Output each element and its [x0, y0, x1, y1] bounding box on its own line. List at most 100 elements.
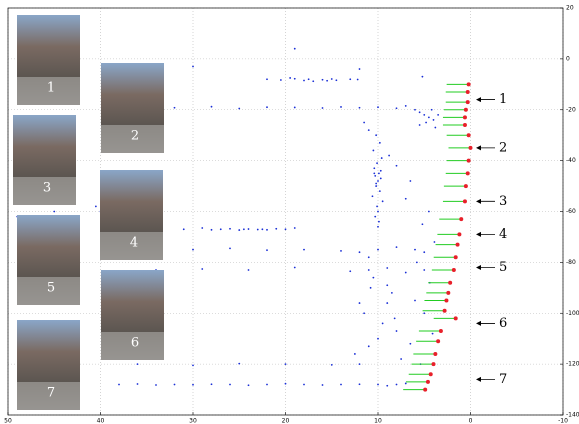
camera-position	[428, 372, 433, 377]
point	[423, 113, 426, 116]
point	[409, 342, 412, 345]
point	[427, 210, 430, 213]
camera-position	[466, 133, 471, 138]
point	[377, 210, 379, 213]
y-tick-label: -40	[566, 157, 576, 164]
annotation-label: 4	[499, 227, 507, 242]
point	[303, 383, 305, 386]
point	[371, 195, 374, 198]
point	[378, 190, 381, 193]
photo-road	[17, 382, 80, 410]
point	[284, 363, 287, 366]
point	[349, 78, 352, 81]
camera-position	[425, 379, 430, 384]
annotation-label: 6	[499, 316, 507, 331]
point	[192, 383, 194, 386]
point	[358, 383, 361, 386]
point	[118, 383, 120, 386]
point	[376, 205, 378, 208]
point	[266, 383, 268, 386]
point	[358, 302, 361, 304]
photo-road	[101, 125, 164, 153]
point	[284, 228, 287, 231]
point	[330, 363, 333, 366]
point	[433, 241, 436, 243]
photo-number: 3	[43, 181, 51, 196]
x-tick-label: 20	[282, 418, 290, 424]
point	[395, 383, 398, 386]
camera-position	[466, 158, 471, 163]
point	[423, 251, 426, 254]
point	[381, 322, 384, 325]
camera-position	[438, 329, 443, 334]
point	[404, 105, 407, 107]
point	[423, 269, 426, 271]
point	[210, 383, 213, 386]
point	[386, 302, 389, 304]
point	[378, 141, 381, 144]
point	[367, 269, 370, 271]
point	[247, 228, 250, 230]
point	[312, 80, 315, 83]
point	[434, 126, 437, 129]
photo-number: 5	[47, 281, 55, 296]
point	[266, 78, 268, 81]
annotation-arrowhead	[476, 145, 481, 151]
point	[53, 210, 56, 213]
camera-position	[462, 123, 467, 128]
annotation-label: 5	[499, 260, 507, 275]
camera-position	[453, 316, 458, 321]
point	[289, 77, 292, 79]
x-tick-label: 0	[469, 418, 473, 424]
camera-position	[451, 268, 456, 273]
point	[266, 249, 268, 252]
point	[293, 266, 296, 269]
point	[390, 292, 393, 294]
camera-position	[463, 107, 468, 112]
point	[404, 197, 407, 200]
camera-position	[436, 339, 441, 344]
camera-position	[431, 362, 436, 367]
point	[414, 108, 416, 111]
point	[395, 330, 398, 332]
point	[229, 227, 231, 230]
point	[335, 79, 338, 82]
point	[136, 363, 139, 366]
camera-position	[465, 100, 470, 105]
point	[356, 78, 359, 81]
point	[349, 270, 352, 273]
point	[293, 77, 296, 80]
point	[377, 248, 379, 251]
point	[418, 124, 421, 126]
point	[321, 107, 324, 109]
annotation-label: 1	[499, 92, 507, 107]
point	[372, 276, 375, 279]
point	[353, 353, 356, 355]
y-tick-label: -20	[566, 106, 576, 113]
annotation-arrowhead	[476, 376, 481, 382]
point	[432, 119, 435, 121]
photo-road	[17, 77, 80, 105]
point	[388, 154, 390, 157]
x-tick-label: 30	[189, 418, 197, 424]
point	[367, 129, 370, 132]
annotation-label: 2	[499, 140, 507, 155]
annotation-arrowhead	[476, 264, 481, 270]
y-tick-label: -100	[566, 310, 579, 317]
y-tick-label: 0	[566, 55, 570, 62]
point	[374, 174, 377, 177]
point	[386, 267, 389, 269]
point	[284, 382, 287, 385]
point	[395, 164, 398, 167]
point	[307, 78, 310, 81]
point	[340, 383, 342, 386]
point	[377, 383, 379, 386]
point	[326, 79, 329, 82]
x-tick-label: -10	[558, 418, 568, 424]
point	[421, 223, 424, 226]
camera-position	[462, 199, 467, 204]
x-tick-label: 50	[4, 418, 12, 424]
camera-position	[444, 298, 449, 303]
point	[293, 227, 296, 229]
